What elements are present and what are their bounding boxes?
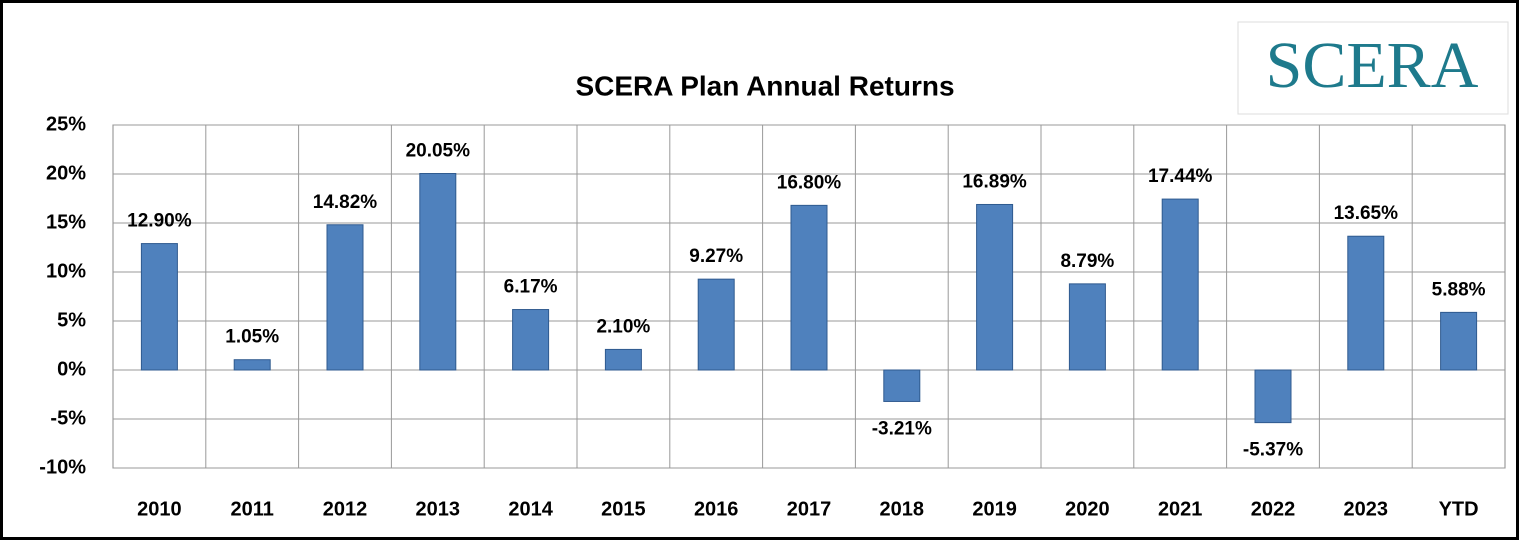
value-label: 13.65% <box>1334 203 1399 224</box>
chart-title: SCERA Plan Annual Returns <box>575 70 954 101</box>
bar <box>883 369 921 402</box>
value-label: -3.21% <box>872 418 932 439</box>
x-tick-label: 2013 <box>416 498 461 520</box>
x-tick-label: 2010 <box>137 498 182 520</box>
logo-box <box>1237 21 1509 115</box>
x-tick-label: 2015 <box>601 498 646 520</box>
y-tick-label: 20% <box>46 162 86 184</box>
value-label: 8.79% <box>1060 251 1114 272</box>
x-tick-label: 2023 <box>1344 498 1389 520</box>
bar <box>512 309 550 371</box>
value-label: 9.27% <box>689 246 743 267</box>
value-label: 5.88% <box>1432 279 1486 300</box>
y-tick-label: 0% <box>57 358 86 380</box>
value-label: 12.90% <box>127 211 192 232</box>
x-tick-label: 2011 <box>231 498 274 520</box>
bar <box>697 278 735 371</box>
x-tick-label: 2017 <box>787 498 832 520</box>
bar <box>419 173 457 371</box>
value-label: 6.17% <box>504 277 558 298</box>
bar <box>140 243 178 371</box>
bar <box>1440 311 1478 371</box>
value-label: -5.37% <box>1243 440 1303 461</box>
x-tick-label: YTD <box>1439 498 1479 520</box>
x-tick-label: 2018 <box>880 498 925 520</box>
bar <box>604 348 642 371</box>
y-tick-label: 5% <box>57 309 86 331</box>
x-tick-label: 2012 <box>323 498 368 520</box>
bar <box>1347 235 1385 371</box>
value-label: 1.05% <box>225 327 279 348</box>
x-tick-label: 2020 <box>1065 498 1110 520</box>
x-tick-label: 2022 <box>1251 498 1296 520</box>
x-tick-label: 2021 <box>1158 498 1203 520</box>
y-tick-label: 15% <box>46 211 86 233</box>
bar <box>326 224 364 371</box>
logo: SCERA <box>1266 29 1479 102</box>
value-label: 16.89% <box>962 171 1027 192</box>
bar <box>233 359 271 371</box>
value-label: 17.44% <box>1148 166 1213 187</box>
bar <box>790 204 828 371</box>
y-tick-label: 10% <box>46 260 86 282</box>
x-tick-label: 2016 <box>694 498 739 520</box>
value-label: 16.80% <box>777 172 842 193</box>
bar <box>1068 283 1106 371</box>
bar <box>976 203 1014 371</box>
value-label: 20.05% <box>406 141 471 162</box>
value-label: 2.10% <box>596 316 650 337</box>
y-tick-label: -10% <box>39 456 86 478</box>
x-tick-label: 2014 <box>508 498 553 520</box>
bar <box>1161 198 1199 371</box>
value-label: 14.82% <box>313 192 378 213</box>
bar <box>1254 369 1292 424</box>
x-tick-label: 2019 <box>972 498 1017 520</box>
y-tick-label: 25% <box>46 113 86 135</box>
y-tick-label: -5% <box>50 407 86 429</box>
